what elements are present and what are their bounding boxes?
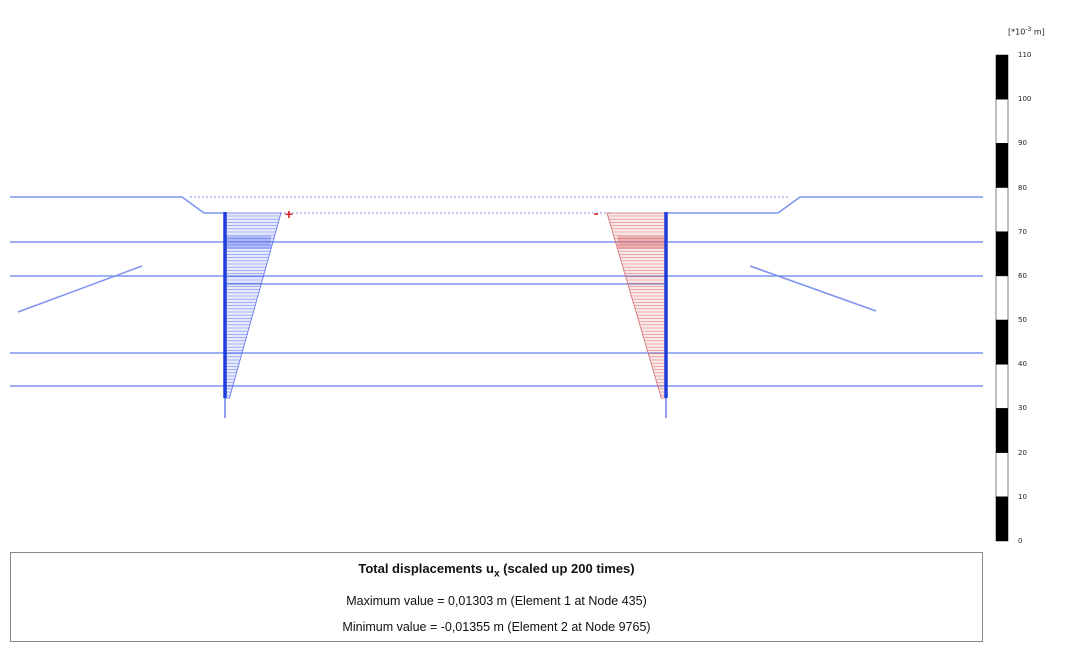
scale-segment xyxy=(995,364,1009,409)
scale-segment xyxy=(995,143,1009,188)
scale-tick-label: 60 xyxy=(1018,271,1027,280)
scale-tick-label: 0 xyxy=(1018,537,1023,545)
scale-segment xyxy=(995,408,1009,453)
scale-tick-label: 30 xyxy=(1018,404,1027,413)
scale-segment xyxy=(995,231,1009,277)
positive-marker: + xyxy=(285,206,293,222)
scale-segment xyxy=(995,54,1009,100)
scale-tick-label: 110 xyxy=(1018,51,1032,59)
scale-tick-label: 10 xyxy=(1018,492,1027,501)
maximum-value-text: Maximum value = 0,01303 m (Element 1 at … xyxy=(346,594,647,608)
minimum-value-text: Minimum value = -0,01355 m (Element 2 at… xyxy=(342,620,651,634)
right-envelope-peak-band xyxy=(617,236,666,249)
scale-tick-label: 40 xyxy=(1018,360,1027,369)
result-legend-box: Total displacements ux (scaled up 200 ti… xyxy=(10,552,983,642)
scale-unit-label: [*10-3 m] xyxy=(1008,26,1045,37)
scale-tick-label: 80 xyxy=(1018,183,1027,192)
scale-tick-label: 100 xyxy=(1018,95,1032,104)
scale-segment xyxy=(995,275,1009,321)
scale-segment xyxy=(995,319,1009,365)
scale-tick-label: 90 xyxy=(1018,139,1027,148)
color-scale-bar xyxy=(995,54,1009,542)
scale-segment xyxy=(995,187,1009,232)
scale-tick-label: 50 xyxy=(1018,316,1027,325)
scale-tick-label: 20 xyxy=(1018,448,1027,457)
anchor-right xyxy=(749,265,877,312)
legend-title: Total displacements ux (scaled up 200 ti… xyxy=(358,561,635,580)
left-envelope-peak-band xyxy=(225,236,271,249)
negative-marker: - xyxy=(594,205,599,221)
scale-segment xyxy=(995,496,1009,542)
soil-layer-lines xyxy=(10,196,983,387)
right-wall-displacement-envelope xyxy=(606,212,667,399)
anchor-left xyxy=(17,265,143,313)
scale-tick-label: 70 xyxy=(1018,227,1027,236)
scale-segment xyxy=(995,452,1009,498)
left-wall-displacement-envelope xyxy=(224,212,282,399)
ground-surface-left xyxy=(10,196,226,214)
ground-surface-right xyxy=(666,196,983,214)
scale-segment xyxy=(995,98,1009,144)
